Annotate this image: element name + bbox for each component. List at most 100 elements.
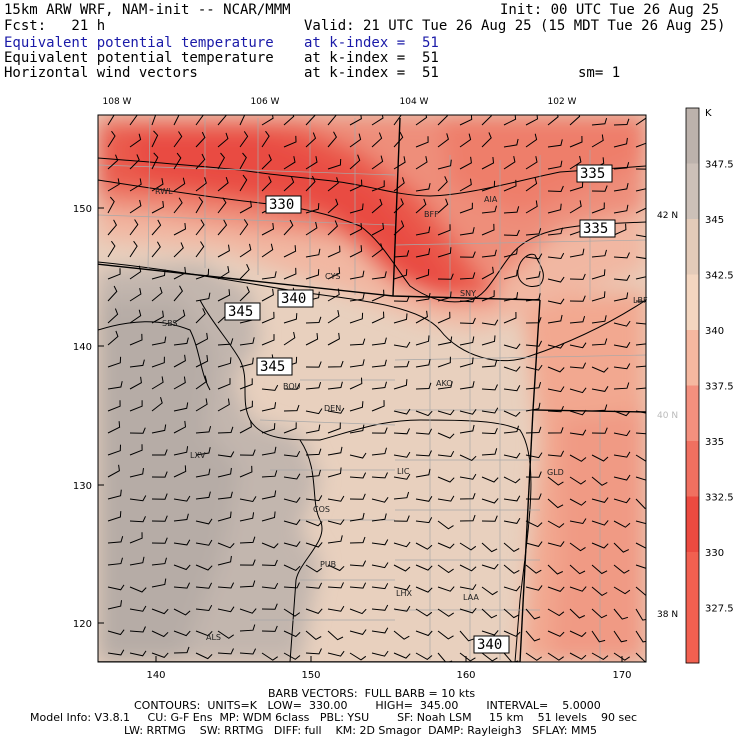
- wind-barb: [547, 203, 562, 214]
- wind-barb: [591, 269, 606, 280]
- wind-barb: [393, 198, 404, 214]
- wind-barb: [261, 384, 279, 391]
- wind-barb: [283, 156, 296, 170]
- wind-barb: [635, 608, 646, 621]
- wind-barb: [613, 630, 628, 643]
- field-3-name: Horizontal wind vectors: [4, 65, 198, 81]
- wind-barb: [195, 539, 213, 546]
- wind-barb: [569, 454, 587, 462]
- wind-barb: [195, 564, 213, 571]
- wind-barb: [371, 132, 383, 148]
- city-bff: BFF: [424, 210, 439, 219]
- wind-barb: [371, 513, 387, 522]
- barb-legend: BARB VECTORS: FULL BARB = 10 kts: [268, 687, 476, 700]
- wind-barb: [217, 338, 234, 346]
- wind-barb: [129, 240, 138, 258]
- wind-barb: [459, 454, 477, 461]
- wind-barb: [107, 356, 122, 368]
- wind-barb: [503, 652, 519, 662]
- wind-barb: [459, 357, 474, 368]
- wind-barb: [635, 365, 646, 368]
- wind-barb: [107, 600, 122, 610]
- wind-barb: [195, 604, 213, 612]
- wind-barb: [437, 159, 452, 170]
- city-cos: COS: [313, 505, 330, 514]
- wind-barb: [591, 564, 608, 575]
- wind-barb: [173, 309, 186, 324]
- wind-barb: [481, 652, 498, 662]
- wind-barb: [503, 343, 521, 350]
- wind-barb: [327, 245, 341, 258]
- wind-barb: [151, 515, 168, 522]
- wind-barb: [261, 490, 277, 500]
- wind-barb: [415, 198, 427, 214]
- wind-barb: [415, 608, 433, 617]
- wind-barb: [195, 447, 211, 456]
- wind-barb: [173, 446, 189, 456]
- wind-barb: [437, 432, 455, 439]
- wind-barb: [415, 183, 431, 192]
- wind-barb: [261, 243, 274, 258]
- wind-barb: [217, 398, 230, 412]
- wind-barb: [415, 382, 432, 390]
- wind-barb: [591, 249, 607, 258]
- wind-barb: [217, 511, 232, 522]
- wind-barb: [591, 366, 609, 373]
- wind-barb: [459, 202, 473, 214]
- wind-barb: [129, 219, 139, 236]
- wind-barb: [327, 158, 342, 170]
- wind-barb: [151, 152, 159, 170]
- wind-barb: [569, 498, 587, 506]
- wind-barb: [481, 205, 497, 214]
- wind-barb: [261, 334, 275, 346]
- wind-barb: [591, 652, 609, 661]
- field-3-level: at k-index = 51: [304, 65, 439, 81]
- wind-barb: [569, 295, 586, 302]
- wind-barb: [591, 386, 609, 392]
- wind-barb: [129, 650, 147, 657]
- wind-barb: [569, 586, 587, 592]
- forecast-hour: Fcst: 21 h: [4, 18, 106, 34]
- wind-barb: [173, 646, 190, 654]
- wind-barb: [217, 132, 229, 148]
- wind-barb: [591, 427, 608, 434]
- wind-barb: [305, 608, 323, 614]
- wind-barb: [525, 402, 541, 412]
- wind-barb: [239, 200, 252, 214]
- smoothing-value: sm= 1: [578, 65, 621, 81]
- wind-barb: [525, 381, 542, 390]
- wind-barb: [349, 270, 365, 280]
- wind-barb: [283, 608, 301, 617]
- wind-barb: [569, 273, 586, 280]
- wind-barb: [151, 652, 169, 658]
- wind-barb: [327, 519, 345, 525]
- wind-barb: [591, 454, 609, 462]
- wind-barb: [195, 241, 205, 258]
- wind-barb: [635, 115, 646, 126]
- wind-barb: [371, 289, 385, 302]
- wind-barb: [459, 336, 475, 346]
- wind-barb: [173, 115, 180, 126]
- wind-barb: [481, 448, 498, 456]
- wind-barb: [327, 582, 344, 589]
- wind-barb: [239, 420, 252, 434]
- wind-barb: [305, 381, 322, 390]
- wind-barb: [635, 207, 646, 214]
- wind-barb: [569, 387, 587, 394]
- wind-barb: [481, 608, 498, 619]
- wind-barb: [547, 314, 563, 324]
- wind-barb: [261, 559, 278, 567]
- wind-barb: [305, 156, 318, 170]
- wind-barb: [415, 268, 430, 280]
- wind-barb: [327, 467, 342, 478]
- wind-barb: [503, 542, 520, 553]
- wind-barb: [239, 536, 256, 544]
- wind-barb: [503, 476, 521, 484]
- wind-barb: [261, 652, 278, 661]
- wind-barb: [635, 322, 646, 325]
- wind-barb: [305, 630, 322, 641]
- wind-barb: [283, 450, 301, 458]
- wind-barb: [173, 564, 191, 571]
- wind-barb: [437, 381, 453, 390]
- wind-barb: [613, 451, 631, 458]
